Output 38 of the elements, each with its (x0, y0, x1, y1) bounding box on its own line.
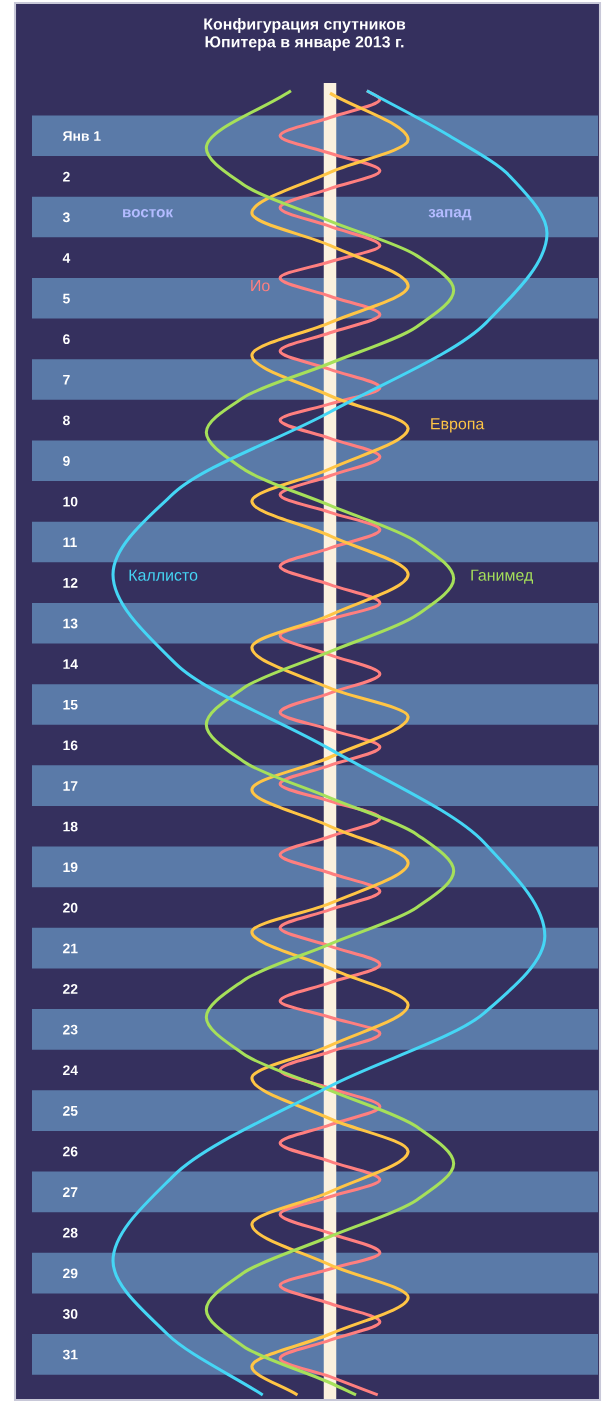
series-label: Ганимед (471, 569, 534, 584)
y-tick-label: 17 (63, 781, 78, 791)
series-label: Ио (251, 280, 270, 292)
y-tick-label: 23 (63, 1024, 78, 1035)
y-tick-label: 30 (62, 1309, 78, 1319)
y-tick-label: 20 (63, 902, 78, 913)
chart-title: Конфигурация спутников Юпитера в январе 2013 г. (204, 18, 406, 51)
y-tick-label: 16 (63, 740, 78, 751)
y-tick-label: 21 (63, 943, 78, 954)
annotation: запад (428, 209, 472, 221)
y-tick-label: 4 (62, 253, 71, 263)
y-tick-label: 28 (63, 1227, 78, 1238)
y-tick-label: 10 (63, 496, 78, 507)
y-tick-label: 31 (62, 1349, 78, 1360)
y-tick-label: 9 (63, 456, 70, 466)
y-tick-label: 25 (63, 1105, 78, 1116)
y-tick-label: 12 (63, 577, 78, 588)
y-tick-label: 3 (62, 212, 70, 223)
y-tick-label: 24 (63, 1065, 78, 1076)
y-tick-label: 8 (63, 415, 70, 426)
y-tick-label: 2 (63, 171, 70, 182)
y-tick-label: 26 (63, 1146, 78, 1157)
y-tick-label: 15 (63, 699, 78, 710)
y-tick-label: 5 (62, 293, 70, 304)
y-tick-label: 7 (63, 374, 70, 385)
y-tick-label: Янв 1 (62, 131, 101, 141)
y-tick-label: 6 (63, 334, 70, 345)
series-label: Каллисто (129, 569, 198, 581)
y-tick-label: 22 (63, 984, 78, 994)
y-tick-label: 11 (63, 537, 77, 548)
series-label: Европа (431, 418, 485, 433)
y-tick-label: 29 (63, 1268, 78, 1279)
y-tick-label: 14 (63, 659, 78, 669)
y-tick-label: 27 (63, 1187, 78, 1197)
y-tick-label: 19 (63, 862, 78, 873)
y-tick-label: 13 (63, 618, 78, 629)
annotation: восток (123, 209, 174, 218)
y-tick-label: 18 (63, 821, 78, 832)
